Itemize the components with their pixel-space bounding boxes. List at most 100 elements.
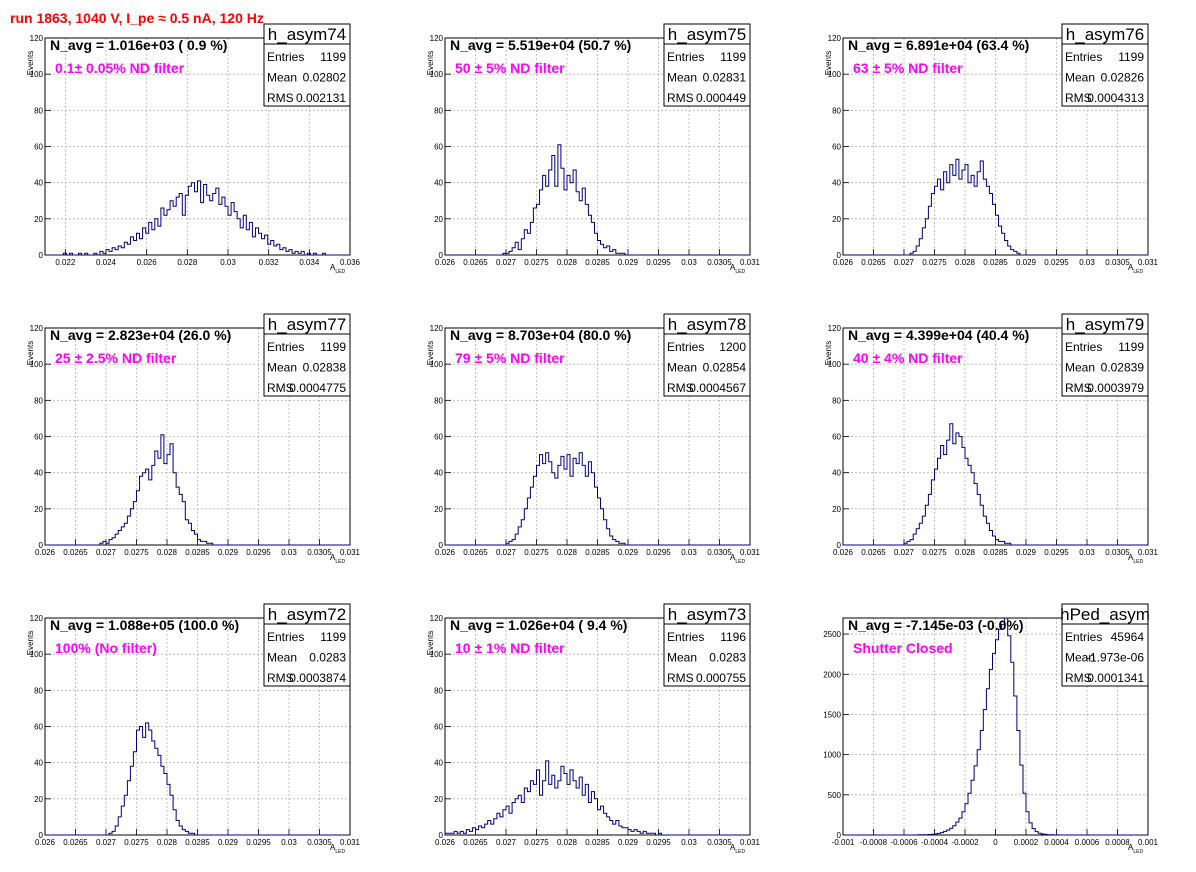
- x-tick-label: 0.031: [340, 548, 361, 557]
- histogram-panel-h_asym79: 0.026 0.0265 0.027 0.0275 0.028 0.0285 0.029 0.…: [824, 313, 1159, 565]
- y-tick-label: 40: [434, 179, 443, 188]
- stats-value: 1199: [1118, 340, 1144, 354]
- y-tick-label: 100: [828, 70, 842, 79]
- y-tick-label: 40: [434, 469, 443, 478]
- x-tick-label: 0.029: [1016, 258, 1037, 267]
- x-tick-label: 0.0305: [307, 838, 332, 847]
- filter-annotation: 50 ± 5% ND filter: [455, 60, 565, 76]
- histogram-panel-h_asym73: 0.026 0.0265 0.027 0.0275 0.028 0.0285 0.029 0.…: [426, 603, 761, 855]
- y-tick-label: 60: [434, 723, 443, 732]
- x-tick-label: -0.0004: [921, 838, 949, 847]
- x-tick-label: -0.001: [832, 838, 855, 847]
- histogram-name: h_asym73: [668, 605, 746, 624]
- stats-label: Entries: [267, 340, 304, 354]
- y-tick-label: 100: [30, 650, 44, 659]
- stats-label: Mean: [1065, 361, 1095, 375]
- stats-box: [263, 603, 351, 687]
- filter-annotation: 0.1± 0.05% ND filter: [55, 60, 185, 76]
- x-tick-label: 0.029: [1016, 548, 1037, 557]
- x-tick-label: 0.03: [681, 838, 697, 847]
- stats-label: Entries: [267, 630, 304, 644]
- x-tick-label: 0.024: [96, 258, 117, 267]
- x-tick-label: 0.03: [681, 258, 697, 267]
- n-avg-header: N_avg = -7.145e-03 (-0.0%): [848, 617, 1023, 633]
- y-tick-label: 20: [34, 215, 43, 224]
- stats-box: [1061, 23, 1149, 107]
- x-tick-label: 0.0285: [185, 838, 210, 847]
- histogram-name: h_asym77: [268, 315, 346, 334]
- histogram-series: [843, 423, 1148, 546]
- y-tick-label: 100: [30, 360, 44, 369]
- x-tick-label: 0.0265: [63, 838, 88, 847]
- n-avg-header: N_avg = 2.823e+04 (26.0 %): [50, 327, 231, 343]
- x-tick-label: 0.0305: [1105, 548, 1130, 557]
- y-tick-label: 2000: [823, 670, 841, 679]
- x-tick-label: 0.029: [218, 838, 239, 847]
- y-tick-label: 0: [39, 831, 44, 840]
- stats-value: 1199: [320, 50, 346, 64]
- x-tick-label: 0.028: [557, 548, 578, 557]
- x-tick-label: 0.0006: [1075, 838, 1100, 847]
- stats-value: 0.0004567: [689, 381, 746, 395]
- n-avg-header: N_avg = 8.703e+04 (80.0 %): [450, 327, 631, 343]
- y-tick-label: 40: [832, 179, 841, 188]
- x-tick-label: 0.0002: [1014, 838, 1039, 847]
- stats-value: 0.02826: [1101, 71, 1145, 85]
- x-tick-label: 0.026: [35, 548, 56, 557]
- stats-label: Mean: [267, 651, 297, 665]
- x-tick-label: 0.0285: [983, 258, 1008, 267]
- x-tick-label: 0.027: [496, 258, 517, 267]
- stats-value: 0.0004313: [1087, 91, 1144, 105]
- histogram-panel-h_asym75: 0.026 0.0265 0.027 0.0275 0.028 0.0285 0.029 0.…: [426, 23, 761, 275]
- histogram-name: h_asym72: [268, 605, 346, 624]
- histogram-name: h_asym76: [1066, 25, 1144, 44]
- x-tick-label: 0.031: [740, 258, 761, 267]
- x-axis-label: ALED: [730, 263, 745, 275]
- y-tick-label: 80: [34, 396, 43, 405]
- stats-value: 0.002131: [296, 91, 346, 105]
- stats-label: Mean: [667, 71, 697, 85]
- x-tick-label: 0.027: [496, 548, 517, 557]
- run-title: run 1863, 1040 V, I_pe ≈ 0.5 nA, 120 Hz: [10, 10, 264, 26]
- y-axis-label: Events: [426, 341, 435, 365]
- x-axis-label: ALED: [330, 843, 345, 855]
- y-tick-label: 100: [430, 650, 444, 659]
- x-tick-label: 0.028: [157, 838, 178, 847]
- stats-label: Entries: [1065, 50, 1102, 64]
- y-tick-label: 0: [837, 831, 842, 840]
- stats-label: Mean: [267, 71, 297, 85]
- stats-label: Mean: [1065, 71, 1095, 85]
- y-tick-label: 20: [34, 505, 43, 514]
- x-tick-label: 0.028: [955, 258, 976, 267]
- stats-value: 1200: [719, 340, 746, 354]
- histogram-series: [843, 158, 1148, 256]
- x-tick-label: 0.0295: [646, 258, 671, 267]
- n-avg-header: N_avg = 1.026e+04 ( 9.4 %): [450, 617, 627, 633]
- x-tick-label: 0.0285: [585, 258, 610, 267]
- x-tick-label: 0.0265: [63, 548, 88, 557]
- stats-label: Entries: [1065, 630, 1102, 644]
- x-tick-label: 0.0285: [585, 838, 610, 847]
- x-tick-label: 0.0295: [646, 548, 671, 557]
- y-tick-label: 120: [430, 614, 444, 623]
- x-tick-label: 0: [993, 838, 998, 847]
- stats-value: 1196: [720, 630, 746, 644]
- y-tick-label: 40: [34, 179, 43, 188]
- x-tick-label: 0.0285: [585, 548, 610, 557]
- filter-annotation: Shutter Closed: [853, 640, 953, 656]
- histogram-panel-h_asym77: 0.026 0.0265 0.027 0.0275 0.028 0.0285 0.029 0.…: [26, 313, 361, 565]
- histogram-panel-h_asym76: 0.026 0.0265 0.027 0.0275 0.028 0.0285 0.029 0.…: [824, 23, 1159, 275]
- x-axis-label: ALED: [1128, 843, 1143, 855]
- y-tick-label: 1000: [823, 751, 841, 760]
- stats-label: Mean: [667, 651, 697, 665]
- histogram-name: h_asym79: [1066, 315, 1144, 334]
- x-tick-label: 0.022: [55, 258, 76, 267]
- y-tick-label: 60: [34, 143, 43, 152]
- y-tick-label: 60: [832, 433, 841, 442]
- y-tick-label: 100: [828, 360, 842, 369]
- stats-value: 0.0004775: [289, 381, 346, 395]
- x-tick-label: 0.0275: [524, 838, 549, 847]
- y-axis-label: Events: [426, 631, 435, 655]
- x-tick-label: 0.027: [496, 838, 517, 847]
- stats-label: Entries: [667, 340, 704, 354]
